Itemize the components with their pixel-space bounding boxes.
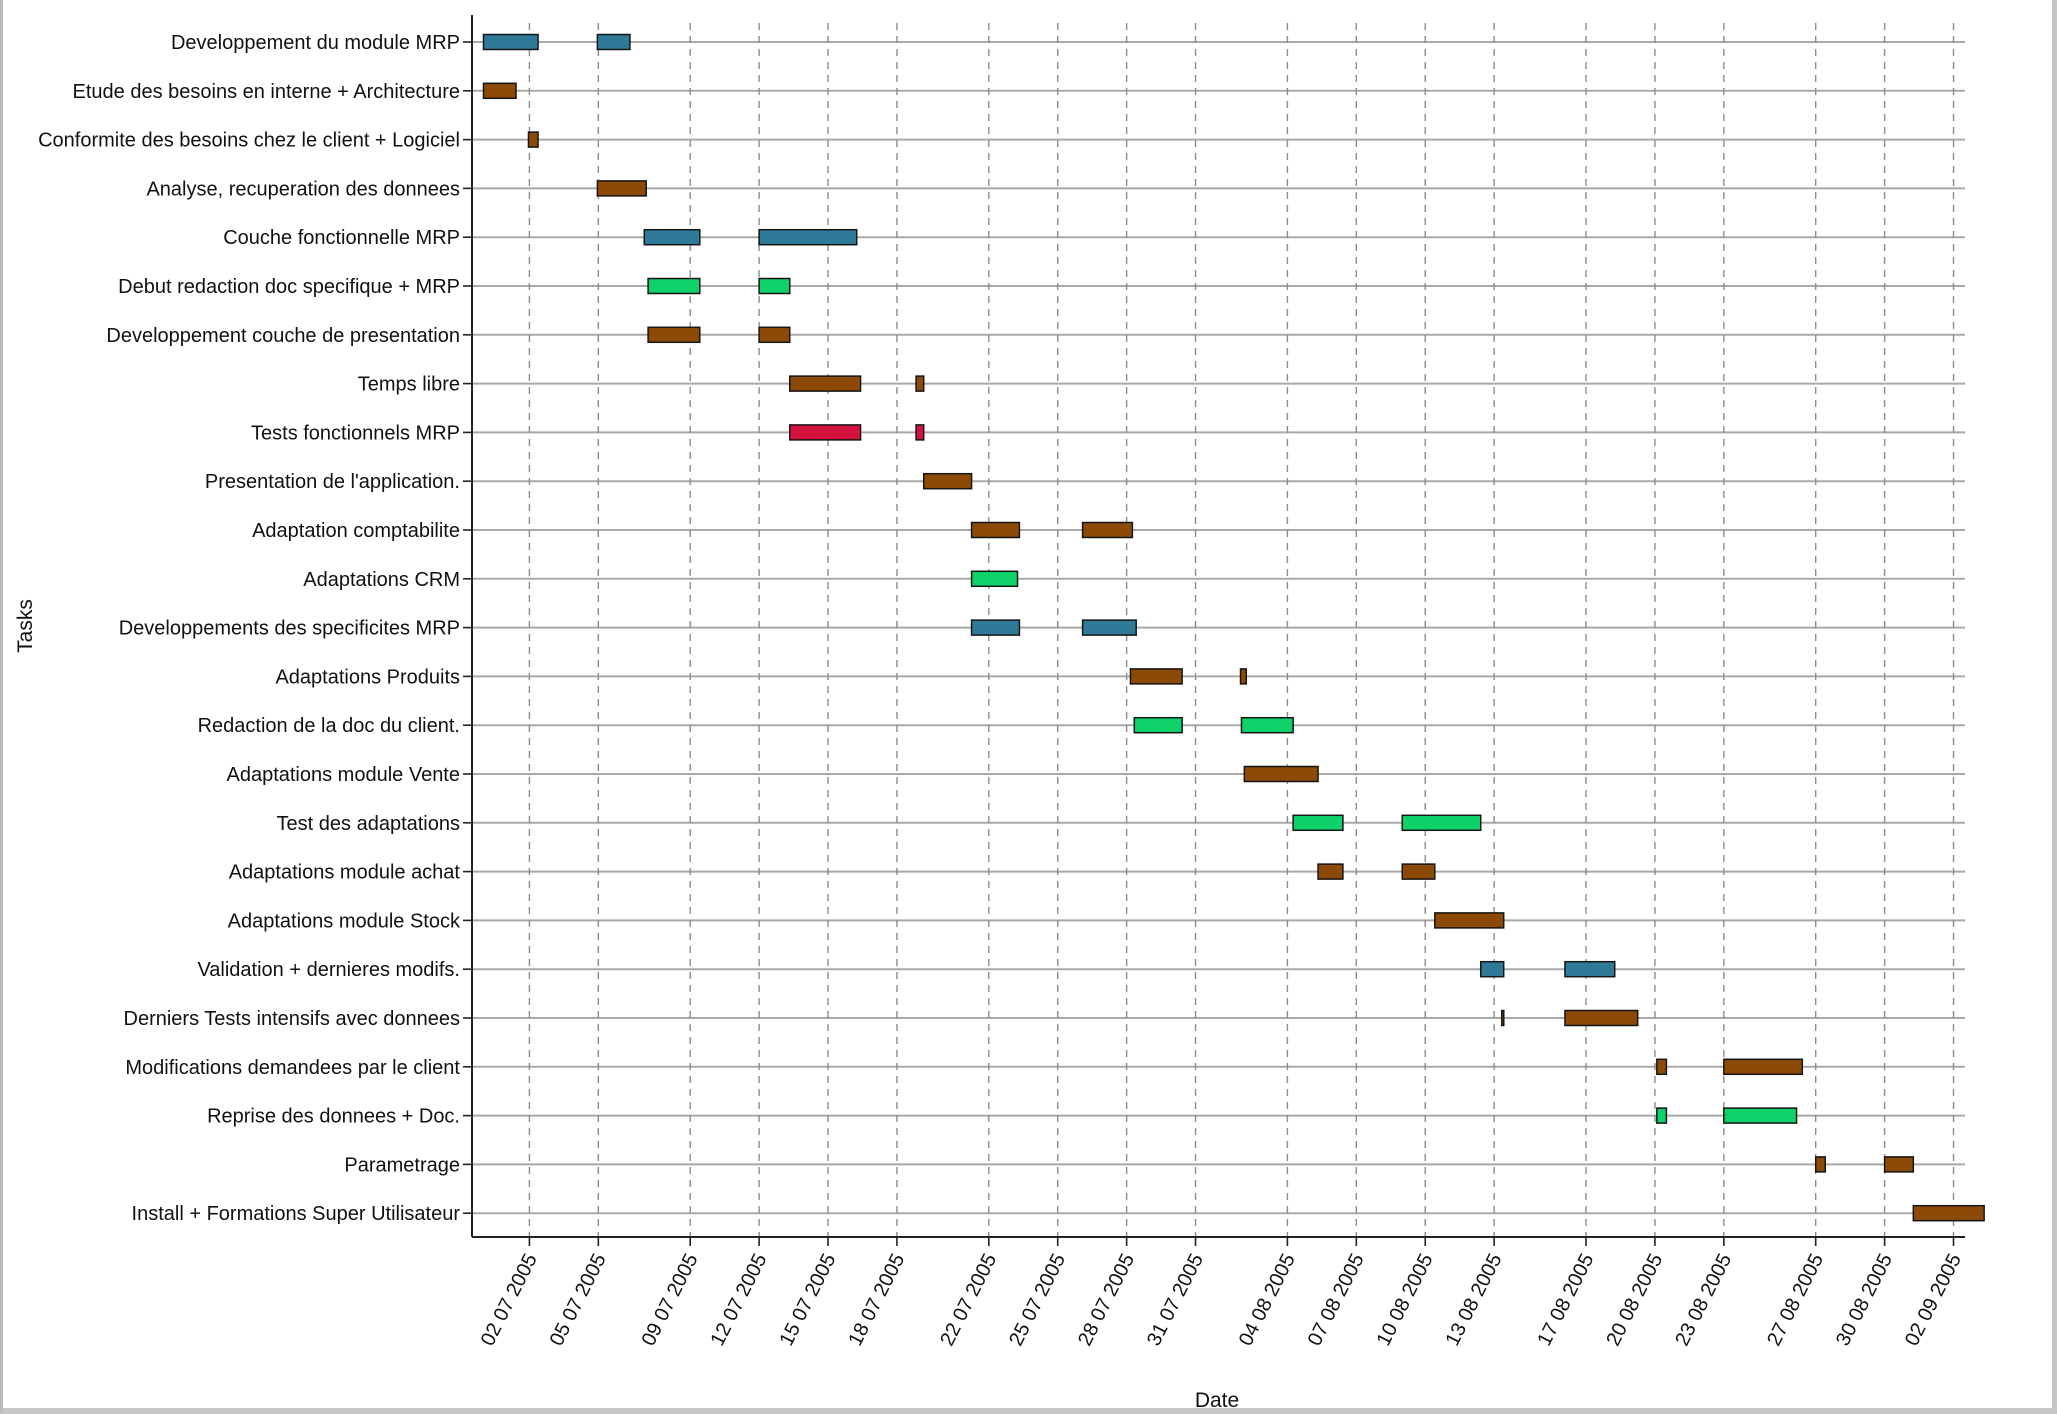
task-bar (527, 131, 539, 148)
x-tick-label: 23 08 2005 (1671, 1250, 1736, 1349)
task-bar (1292, 814, 1344, 832)
task-label: Install + Formations Super Utilisateur (132, 1203, 461, 1225)
task-bar (596, 33, 631, 51)
x-tick-label: 15 07 2005 (775, 1250, 840, 1349)
task-bar (1239, 668, 1248, 685)
task-bar (788, 424, 862, 441)
task-label: Test des adaptations (277, 813, 460, 835)
x-axis-label: Date (1195, 1389, 1239, 1412)
task-label: Temps libre (358, 374, 460, 396)
x-tick-label: 25 07 2005 (1005, 1250, 1070, 1349)
task-bar (1479, 960, 1505, 978)
task-bar (1723, 1107, 1798, 1124)
x-tick-label: 27 08 2005 (1763, 1250, 1828, 1349)
x-tick-label: 07 08 2005 (1304, 1250, 1369, 1349)
task-bar (1133, 716, 1183, 734)
task-bar (482, 33, 539, 51)
x-tick-label: 10 08 2005 (1373, 1250, 1438, 1349)
task-label: Adaptations module Vente (226, 764, 460, 786)
task-bar (1656, 1058, 1668, 1076)
task-label: Tests fonctionnels MRP (251, 422, 460, 444)
x-tick-label: 17 08 2005 (1533, 1250, 1598, 1349)
x-tick-label: 13 08 2005 (1442, 1250, 1507, 1349)
task-bar (1129, 668, 1183, 685)
task-label: Reprise des donnees + Doc. (207, 1106, 460, 1128)
x-tick-label: 12 07 2005 (707, 1250, 772, 1349)
x-tick-label: 30 08 2005 (1832, 1250, 1897, 1349)
task-bar (1434, 912, 1505, 929)
x-tick-label: 09 07 2005 (638, 1250, 703, 1349)
task-bar (1317, 863, 1344, 880)
task-bar (970, 521, 1021, 539)
task-label: Derniers Tests intensifs avec donnees (124, 1008, 460, 1030)
task-label: Debut redaction doc specifique + MRP (118, 276, 460, 298)
task-bar (1814, 1156, 1827, 1173)
x-tick-label: 31 07 2005 (1143, 1250, 1208, 1349)
task-bar (643, 228, 701, 246)
task-label: Adaptations module achat (229, 862, 461, 884)
x-tick-label: 20 08 2005 (1602, 1250, 1667, 1349)
task-bar (970, 619, 1021, 636)
x-tick-label: 18 07 2005 (844, 1250, 909, 1349)
task-bar (970, 570, 1019, 588)
task-bar (758, 228, 858, 246)
task-bar (1883, 1156, 1915, 1173)
task-label: Adaptation comptabilite (252, 520, 460, 542)
task-bar (596, 180, 647, 197)
task-label: Adaptations Produits (275, 666, 460, 688)
task-bar (1656, 1107, 1668, 1124)
x-tick-label: 02 09 2005 (1901, 1250, 1966, 1349)
task-bar (922, 472, 973, 490)
task-bar (758, 277, 791, 295)
task-bar (915, 424, 925, 441)
x-tick-label: 04 08 2005 (1235, 1250, 1300, 1349)
task-label: Redaction de la doc du client. (198, 715, 460, 737)
task-bar (1912, 1204, 1985, 1222)
x-tick-label: 02 07 2005 (477, 1250, 542, 1349)
task-label: Developpement du module MRP (171, 32, 460, 54)
task-label: Couche fonctionnelle MRP (223, 227, 460, 249)
task-bar (915, 375, 925, 392)
task-label: Validation + dernieres modifs. (197, 959, 460, 981)
task-bar (1240, 716, 1294, 734)
task-bar (1401, 814, 1482, 832)
task-bar (1564, 960, 1616, 978)
y-axis-label: Tasks (14, 599, 37, 653)
task-label: Developpement couche de presentation (106, 325, 460, 347)
task-bar (1401, 863, 1436, 880)
task-label: Modifications demandees par le client (125, 1057, 460, 1079)
task-label: Analyse, recuperation des donnees (146, 178, 460, 200)
axis-layer: 02 07 2005 05 07 2005 09 07 2005 12 07 2005… (38, 15, 1966, 1349)
task-bar (647, 277, 701, 295)
task-bar (788, 375, 862, 392)
x-tick-label: 28 07 2005 (1074, 1250, 1139, 1349)
task-bar (1564, 1009, 1639, 1027)
task-label: Adaptations module Stock (228, 910, 461, 932)
task-bar (1081, 619, 1137, 636)
grid-layer (472, 23, 1965, 1237)
task-label: Parametrage (344, 1154, 460, 1176)
task-bar (1081, 521, 1134, 539)
bars-layer (482, 33, 1985, 1222)
task-label: Etude des besoins en interne + Architect… (73, 81, 460, 103)
task-label: Developpements des specificites MRP (119, 618, 460, 640)
task-bar (758, 326, 791, 344)
task-bar (647, 326, 701, 344)
x-tick-label: 22 07 2005 (936, 1250, 1001, 1349)
task-label: Conformite des besoins chez le client + … (38, 130, 460, 152)
x-tick-label: 05 07 2005 (546, 1250, 611, 1349)
task-bar (482, 82, 517, 100)
task-bar (1243, 765, 1319, 783)
task-bar (1501, 1009, 1505, 1027)
task-label: Presentation de l'application. (205, 471, 460, 493)
task-label: Adaptations CRM (303, 569, 460, 591)
task-bar (1723, 1058, 1804, 1076)
